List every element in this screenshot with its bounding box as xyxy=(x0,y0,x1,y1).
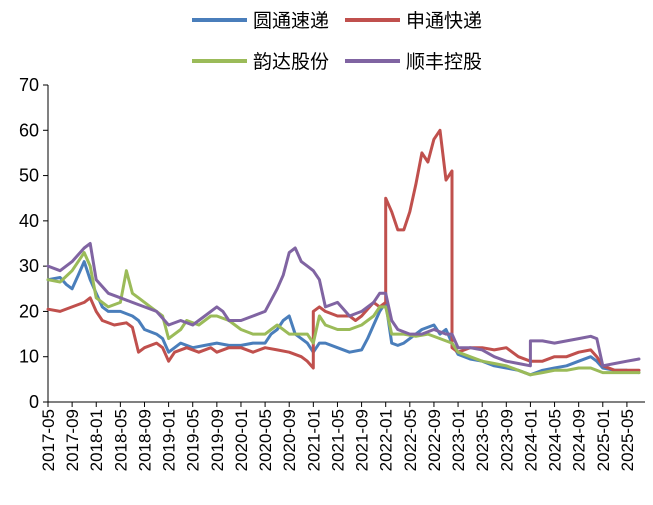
chart-series xyxy=(46,128,641,377)
x-tick-label: 2021-05 xyxy=(328,409,347,471)
legend-label: 申通快递 xyxy=(406,10,482,32)
y-tick-label: 30 xyxy=(19,256,39,276)
series-line-2 xyxy=(46,128,641,372)
y-tick-label: 0 xyxy=(29,392,39,412)
x-tick-label: 2025-05 xyxy=(618,409,637,471)
x-tick-label: 2022-01 xyxy=(377,409,396,471)
legend-label: 韵达股份 xyxy=(253,51,329,73)
x-tick-label: 2023-09 xyxy=(497,409,516,471)
x-tick-label: 2020-01 xyxy=(232,409,251,471)
x-tick-label: 2023-05 xyxy=(473,409,492,471)
series-line-3 xyxy=(46,251,641,377)
y-tick-label: 20 xyxy=(19,301,39,321)
legend-label: 圆通速递 xyxy=(253,10,329,32)
x-tick-label: 2023-01 xyxy=(449,409,468,471)
x-tick-label: 2019-09 xyxy=(208,409,227,471)
x-tick-label: 2020-05 xyxy=(256,409,275,471)
y-tick-label: 70 xyxy=(19,75,39,95)
series-line-4 xyxy=(46,242,641,368)
x-tick-label: 2021-01 xyxy=(304,409,323,471)
x-tick-label: 2018-01 xyxy=(87,409,106,471)
x-tick-label: 2024-01 xyxy=(521,409,540,471)
x-tick-label: 2018-09 xyxy=(135,409,154,471)
x-tick-label: 2021-09 xyxy=(353,409,372,471)
x-tick-label: 2017-05 xyxy=(39,409,58,471)
y-tick-label: 40 xyxy=(19,211,39,231)
chart-axes: 0 10 20 30 40 50 60 70 2017-05 2017-09 2018-01 2018… xyxy=(19,75,645,471)
y-tick-label: 50 xyxy=(19,166,39,186)
x-tick-label: 2017-09 xyxy=(63,409,82,471)
x-tick-label: 2022-05 xyxy=(401,409,420,471)
x-tick-label: 2018-05 xyxy=(111,409,130,471)
x-tick-label: 2022-09 xyxy=(425,409,444,471)
x-tick-label: 2024-09 xyxy=(570,409,589,471)
x-tick-label: 2025-01 xyxy=(594,409,613,471)
x-tick-label: 2020-09 xyxy=(280,409,299,471)
legend-label: 顺丰控股 xyxy=(406,51,482,73)
x-tick-label: 2019-05 xyxy=(184,409,203,471)
y-tick-label: 60 xyxy=(19,120,39,140)
x-tick-label: 2019-01 xyxy=(160,409,179,471)
y-tick-label: 10 xyxy=(19,347,39,367)
x-tick-label: 2024-05 xyxy=(546,409,565,471)
